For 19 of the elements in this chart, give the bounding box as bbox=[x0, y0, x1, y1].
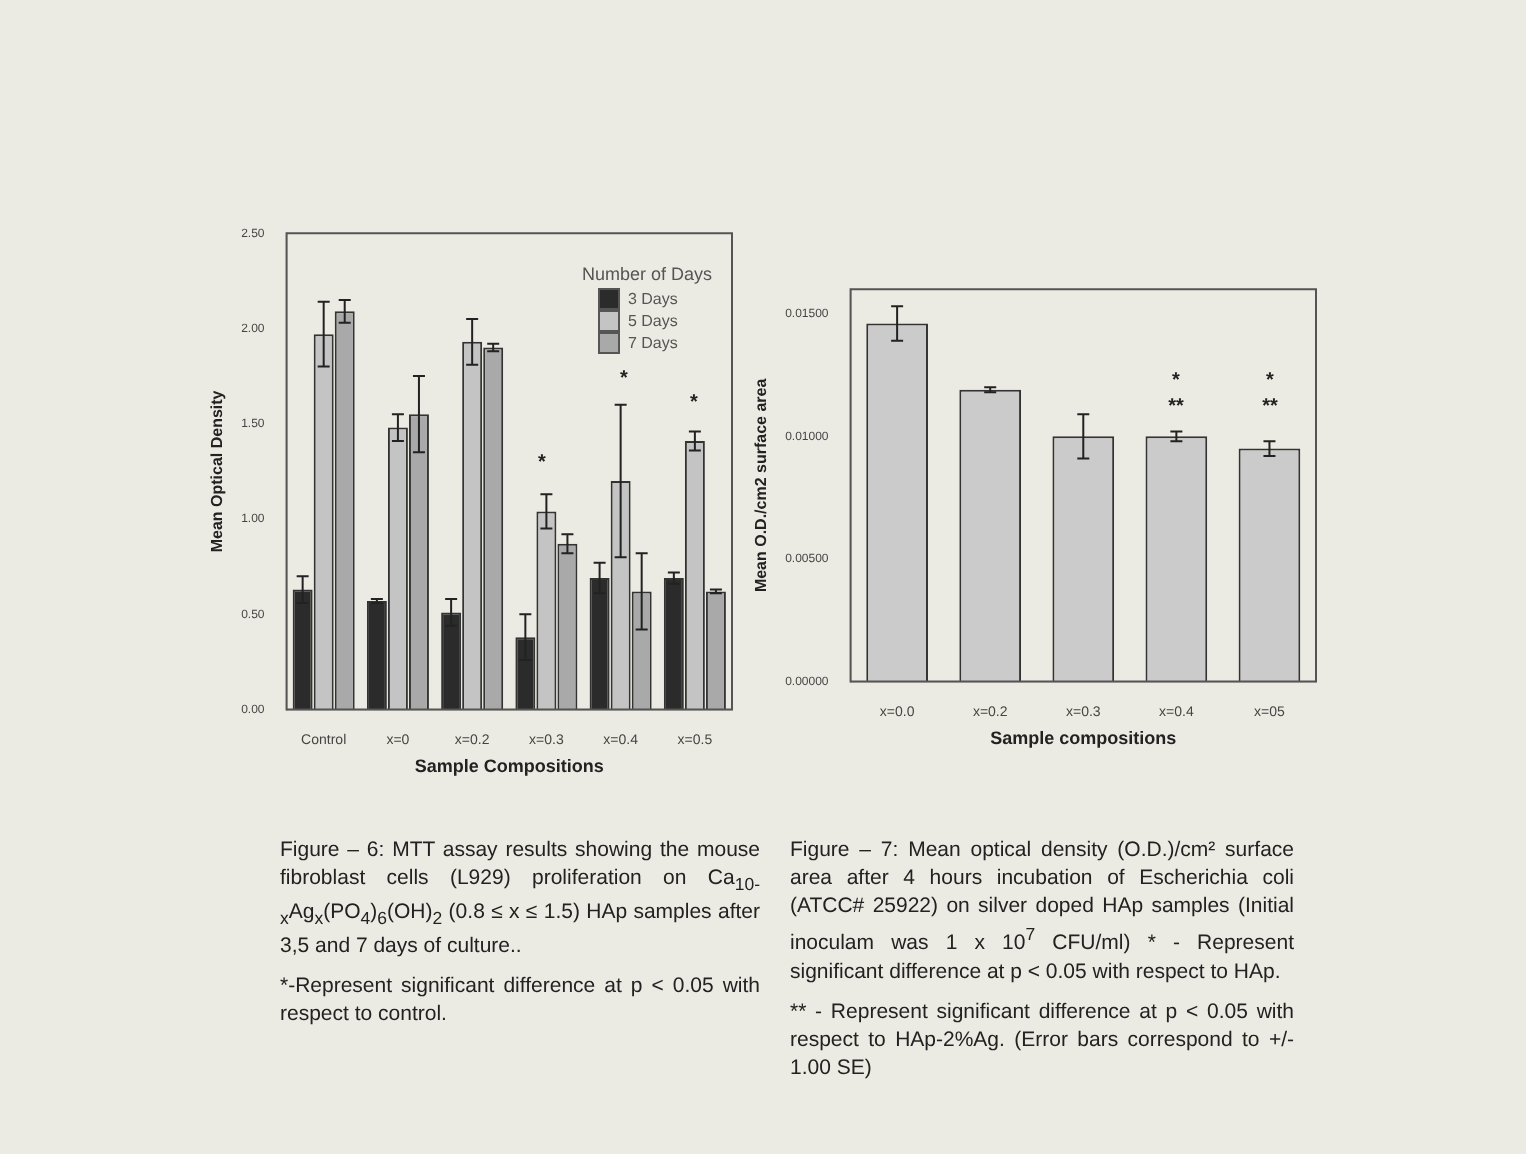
y-axis-title: Mean Optical Density bbox=[208, 389, 227, 553]
annotation: * bbox=[1172, 370, 1180, 392]
annotation: * bbox=[538, 452, 546, 474]
legend-label: 7 Days bbox=[627, 332, 678, 354]
legend-label: 3 Days bbox=[627, 288, 678, 310]
annotation: * bbox=[620, 368, 628, 390]
text: Figure – 6: MTT assay results showing the mouse fibroblast cells (L929) proliferation on Ca$_{10-}$$_{x}$Ag$_{x}$(PO$_{4}$)$_{6}$(OH)$_{2}$ (0.8 ≤ x ≤ 1.5) HAp samples after 3,5 and 7 days of culture.. bbox=[280, 838, 760, 959]
text: ** - Represent significant difference at p < 0.05 with respect to HAp-2%Ag. (Error bars correspond to +/- 1.00 SE) bbox=[790, 997, 1294, 1081]
text: *-Represent significant difference at p < 0.05 with respect to control. bbox=[280, 972, 760, 1029]
legend-label: 5 Days bbox=[627, 310, 678, 332]
annotation: ** bbox=[1168, 396, 1184, 418]
text: Figure – 7: Mean optical density (O.D.)/cm² surface area after 4 hours incubation of Escherichia coli (ATCC# 25922) on silver doped HAp samples (Initial inoculam was 1 x 10$^{7}$ CFU/ml) * - Represent significant difference at p < 0.05 with respect to HAp. bbox=[790, 836, 1294, 985]
annotation: * bbox=[690, 392, 698, 414]
annotation: ** bbox=[1262, 396, 1278, 418]
x-axis-title: Sample Compositions bbox=[414, 756, 604, 777]
x-axis-title: Sample compositions bbox=[990, 728, 1177, 749]
legend-title: Number of Days bbox=[581, 264, 712, 286]
annotation: * bbox=[1266, 370, 1274, 392]
y-axis-title: Mean O.D./cm2 surface area bbox=[752, 377, 771, 593]
